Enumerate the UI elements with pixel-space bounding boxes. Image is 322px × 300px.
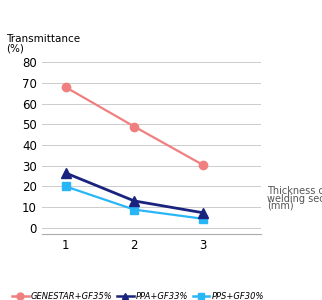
Text: Transmittance: Transmittance bbox=[6, 34, 80, 44]
Text: (%): (%) bbox=[6, 44, 24, 53]
Text: welding section: welding section bbox=[267, 194, 322, 203]
Legend: GENESTAR+GF35%, PPA+GF33%, PPS+GF30%: GENESTAR+GF35%, PPA+GF33%, PPS+GF30% bbox=[9, 288, 268, 300]
Text: (mm): (mm) bbox=[267, 201, 294, 211]
Text: Thickness of: Thickness of bbox=[267, 186, 322, 196]
